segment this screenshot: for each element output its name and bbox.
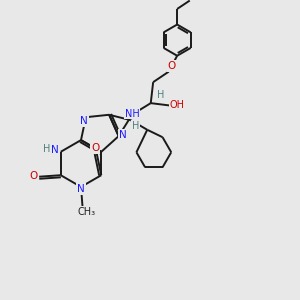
Text: O: O bbox=[168, 61, 176, 71]
Text: O: O bbox=[91, 143, 99, 153]
Text: CH₃: CH₃ bbox=[77, 207, 95, 217]
Text: N: N bbox=[119, 130, 127, 140]
Text: N: N bbox=[80, 116, 88, 126]
Text: O: O bbox=[29, 171, 37, 181]
Text: N: N bbox=[77, 184, 85, 194]
Text: H: H bbox=[43, 144, 50, 154]
Text: H: H bbox=[157, 90, 164, 100]
Text: N: N bbox=[52, 145, 59, 155]
Text: NH: NH bbox=[125, 109, 140, 118]
Text: H: H bbox=[131, 121, 139, 130]
Text: OH: OH bbox=[169, 100, 184, 110]
